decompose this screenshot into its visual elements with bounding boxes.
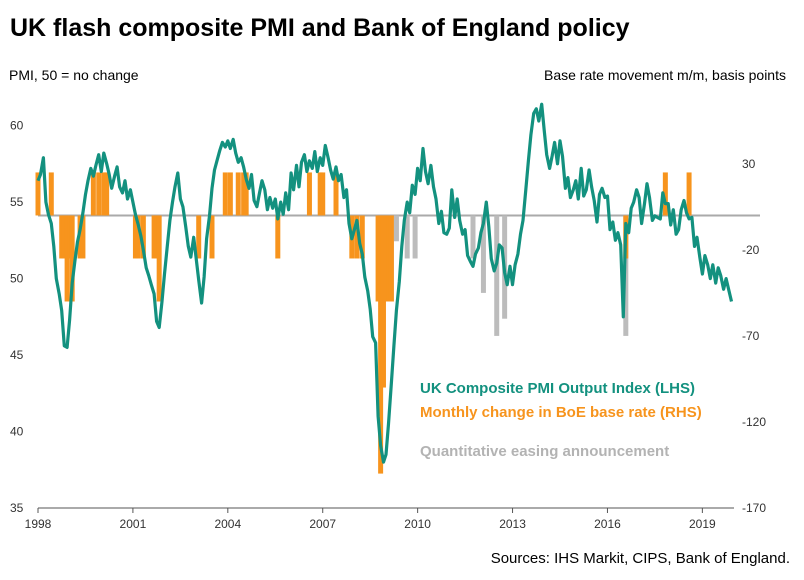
- rate-bar: [275, 215, 281, 259]
- rate-bar: [235, 172, 241, 216]
- rate-bar: [241, 172, 247, 216]
- rate-bar: [132, 215, 138, 259]
- rate-bar: [140, 215, 146, 259]
- x-tick-label: 2016: [594, 517, 621, 531]
- rate-bar: [61, 215, 67, 259]
- qe-bar: [470, 215, 476, 259]
- rate-bar: [333, 172, 339, 216]
- rate-bar: [354, 215, 360, 259]
- y-tick-label: 50: [10, 272, 24, 286]
- rate-bar: [59, 215, 65, 259]
- rate-bar: [243, 172, 249, 216]
- legend: UK Composite PMI Output Index (LHS) Mont…: [420, 380, 702, 460]
- y2-tick-label: -120: [742, 415, 766, 429]
- y-tick-label: 45: [10, 348, 24, 362]
- rate-bar: [383, 215, 389, 302]
- y2-tick-label: -20: [742, 243, 760, 257]
- x-tick-label: 2004: [214, 517, 241, 531]
- qe-bar: [393, 215, 399, 242]
- y-tick-label: 55: [10, 195, 24, 209]
- rate-bar: [386, 215, 392, 302]
- rate-bar: [151, 215, 157, 259]
- legend-qe: Quantitative easing announcement: [420, 443, 669, 460]
- rate-bar: [662, 172, 668, 216]
- rate-bar: [101, 172, 107, 216]
- rate-bar: [135, 215, 141, 259]
- source-note: Sources: IHS Markit, CIPS, Bank of Engla…: [491, 550, 790, 567]
- rate-bar: [222, 172, 228, 216]
- left-axis-caption: PMI, 50 = no change: [9, 67, 139, 83]
- rate-bar: [104, 172, 110, 216]
- rate-bar: [686, 172, 692, 216]
- legend-rate: Monthly change in BoE base rate (RHS): [420, 404, 702, 421]
- x-tick-label: 2001: [120, 517, 147, 531]
- x-tick-label: 2010: [404, 517, 431, 531]
- x-axis-ticks: 1998 2001 2004 2007 2010 2013 2016 2019: [25, 508, 716, 531]
- qe-bar: [404, 215, 410, 259]
- y-tick-label: 40: [10, 425, 24, 439]
- rate-bar: [156, 215, 162, 302]
- rate-bar: [227, 172, 233, 216]
- x-tick-label: 2007: [309, 517, 336, 531]
- rate-bar: [48, 172, 54, 216]
- right-axis-ticks: 30 -20 -70 -120 -170: [742, 157, 766, 515]
- x-tick-label: 1998: [25, 517, 52, 531]
- legend-pmi: UK Composite PMI Output Index (LHS): [420, 380, 695, 397]
- rate-bar: [306, 172, 312, 216]
- y2-tick-label: -170: [742, 501, 766, 515]
- y-tick-label: 60: [10, 119, 24, 133]
- rate-bar: [388, 215, 394, 302]
- rate-bar: [380, 215, 386, 388]
- left-axis-ticks: 60 55 50 45 40 35: [10, 119, 24, 515]
- y2-tick-label: 30: [742, 157, 756, 171]
- rate-bar: [317, 172, 323, 216]
- chart-title: UK flash composite PMI and Bank of Engla…: [10, 14, 630, 42]
- x-tick-label: 2013: [499, 517, 526, 531]
- qe-bar: [494, 215, 500, 336]
- rate-bar: [196, 215, 202, 259]
- x-tick-label: 2019: [689, 517, 716, 531]
- y-tick-label: 35: [10, 501, 24, 515]
- rate-bar: [35, 172, 41, 216]
- qe-bar: [480, 215, 486, 293]
- qe-bar: [412, 215, 418, 259]
- pmi-line: [36, 102, 734, 464]
- rate-bar: [154, 215, 160, 259]
- rate-bar: [96, 172, 102, 216]
- rate-bars: [35, 172, 692, 474]
- rate-bar: [67, 215, 73, 259]
- rate-bar: [378, 215, 384, 474]
- rate-bar: [375, 215, 381, 302]
- rate-bar: [69, 215, 75, 302]
- rate-bar: [359, 215, 365, 259]
- rate-bar: [64, 215, 70, 302]
- rate-bar: [80, 215, 86, 259]
- rate-bar: [320, 172, 326, 216]
- y2-tick-label: -70: [742, 329, 760, 343]
- right-axis-caption: Base rate movement m/m, basis points: [544, 67, 786, 83]
- rate-bar: [209, 215, 215, 259]
- rate-bar: [90, 172, 96, 216]
